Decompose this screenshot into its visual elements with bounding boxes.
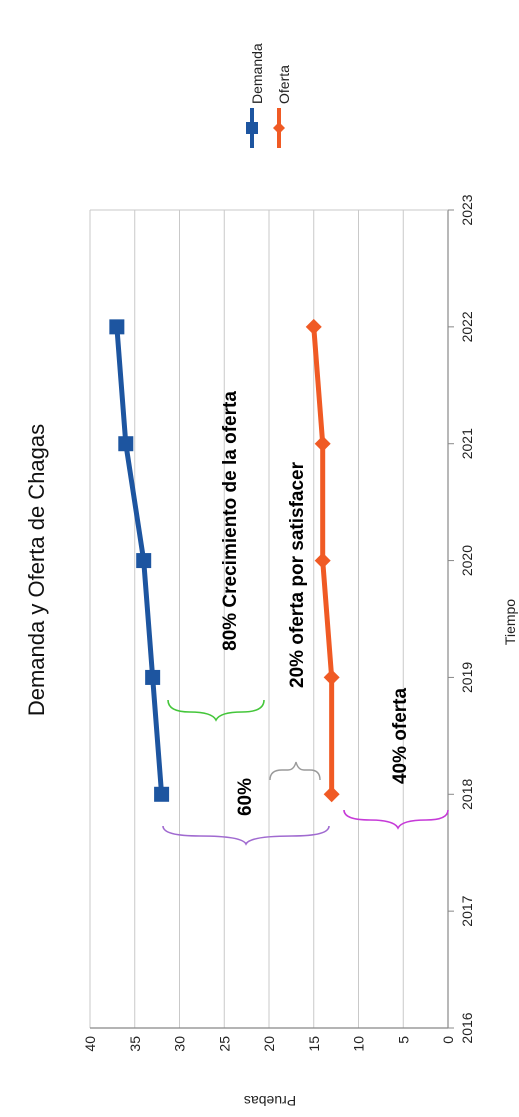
annotation-60: 60% [235,778,256,816]
x-axis-title: Tiempo [502,599,518,645]
y-tick-label: 25 [216,1036,232,1052]
brace-magenta [343,809,449,830]
data-point [118,436,134,452]
series-oferta [305,318,340,803]
annotation-por-satisfacer: 20% oferta por satisfacer [287,461,308,688]
legend-marker-demanda [246,122,258,134]
series-layer [109,318,340,803]
y-tick-label: 20 [261,1036,277,1052]
x-tick-label: 2019 [459,662,475,693]
axes [90,209,454,1029]
brace-green [167,699,265,722]
brace-purple [162,825,330,846]
x-tick-label: 2021 [459,428,475,459]
x-tick-label: 2020 [459,545,475,576]
data-point [154,786,170,802]
y-axis-title: Pruebas [244,1093,296,1109]
annotations: 80% Crecimiento de la oferta 20% oferta … [162,391,449,846]
y-tick-label: 35 [127,1036,143,1052]
y-tick-label: 0 [440,1036,456,1044]
x-tick-label: 2023 [459,194,475,225]
plot-area: 2016 2017 2018 2019 2020 2021 2022 2023 0 5 10 15 2… [82,194,475,1051]
x-tick-label: 2022 [459,311,475,342]
data-point [314,552,331,569]
series-demanda [109,319,170,802]
brace-gray [269,761,321,781]
legend-marker-oferta [273,122,285,134]
data-point [323,786,340,803]
x-tick-label: 2018 [459,779,475,810]
y-tick-label: 15 [306,1036,322,1052]
chart-title: Demanda y Oferta de Chagas [24,424,49,716]
y-tick-label: 30 [172,1036,188,1052]
y-tick-labels: 0 5 10 15 20 25 30 35 40 [82,1036,456,1052]
legend: Demanda Oferta [246,43,292,148]
legend-item-demanda: Demanda [246,43,265,148]
legend-item-oferta: Oferta [273,65,292,148]
data-point [305,318,322,335]
data-point [323,669,340,686]
annotation-40-oferta: 40% oferta [390,688,411,785]
data-point [136,553,152,569]
y-tick-label: 40 [82,1036,98,1052]
data-point [314,435,331,452]
y-tick-label: 5 [395,1036,411,1044]
grid [89,210,449,1028]
data-point [109,319,125,335]
legend-label-oferta: Oferta [276,65,292,104]
x-tick-label: 2016 [459,1012,475,1043]
data-point [145,669,161,685]
x-tick-labels: 2016 2017 2018 2019 2020 2021 2022 2023 [459,194,475,1043]
y-tick-label: 10 [351,1036,367,1052]
legend-label-demanda: Demanda [249,43,265,104]
annotation-crecimiento: 80% Crecimiento de la oferta [220,391,241,651]
x-tick-label: 2017 [459,895,475,926]
